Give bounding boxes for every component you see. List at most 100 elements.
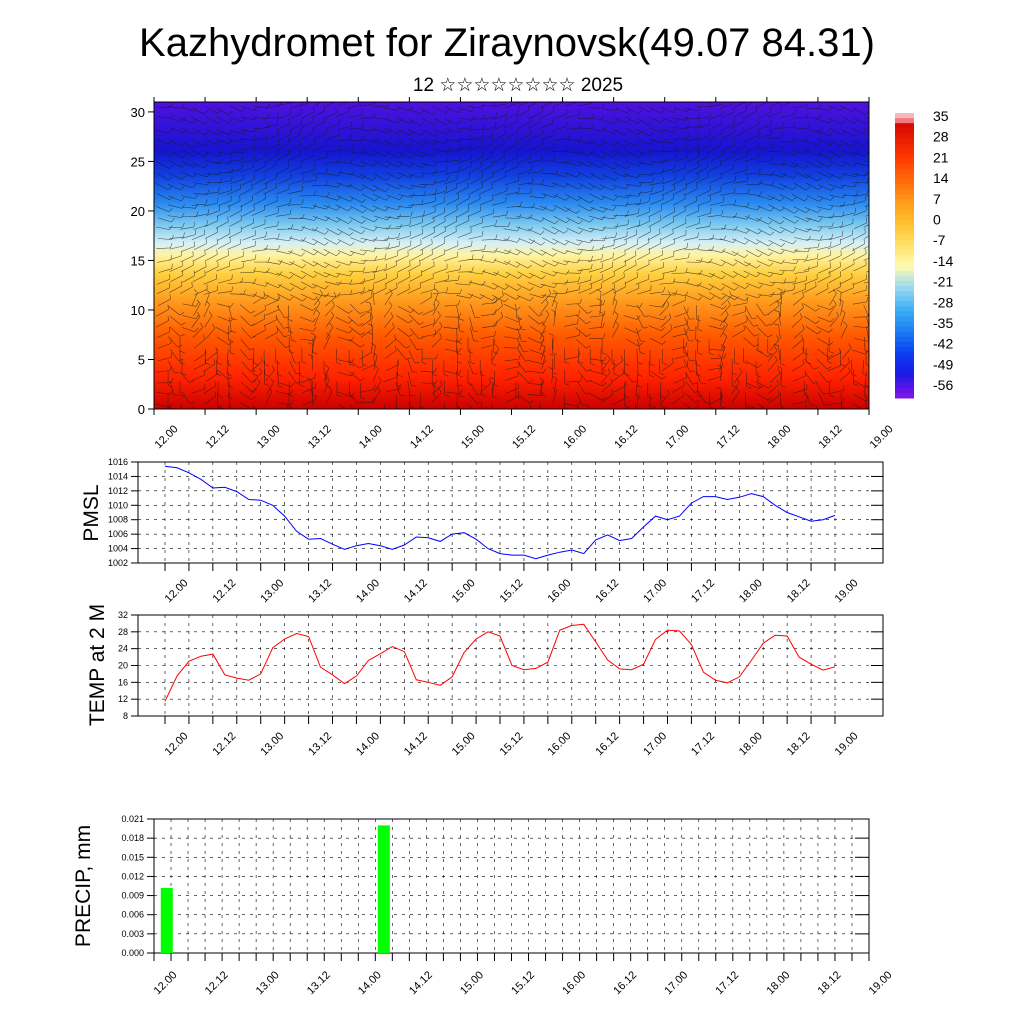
y-tick-label: 1006 <box>108 529 128 539</box>
colorbar-segment <box>895 331 914 338</box>
colorbar-segment <box>895 275 914 282</box>
y-tick-label: 16 <box>118 677 128 687</box>
colorbar-segment <box>895 347 914 353</box>
chart-subtitle: 12 ☆☆☆☆☆☆☆☆ 2025 <box>413 75 623 96</box>
x-tick-label: 18.00 <box>737 730 765 758</box>
y-tick-label: 0.012 <box>121 871 144 881</box>
colorbar-segment <box>895 250 914 256</box>
colorbar-segment <box>895 209 914 216</box>
precip-bar <box>377 825 390 953</box>
precip-axis-label: PRECIP, mm <box>72 825 95 947</box>
pmsl-series-line <box>164 465 836 560</box>
y-tick-label: 0.003 <box>121 929 144 939</box>
x-tick-label: 13.00 <box>254 969 282 997</box>
x-tick-label: 14.12 <box>402 577 430 605</box>
heatmap-x-tick-label: 15.00 <box>459 423 487 451</box>
x-tick-label: 15.12 <box>509 969 537 997</box>
heatmap-y-tick-label: 30 <box>131 105 145 120</box>
colorbar-segment <box>895 265 914 272</box>
y-tick-label: 0.000 <box>121 948 144 958</box>
x-tick-label: 12.12 <box>210 730 238 758</box>
x-tick-label: 18.12 <box>816 969 844 997</box>
heatmap-x-tick-label: 19.00 <box>868 423 896 451</box>
heatmap-x-tick-label: 17.00 <box>663 423 691 451</box>
x-tick-label: 12.00 <box>163 577 191 605</box>
colorbar-label: 21 <box>933 149 949 165</box>
heatmap-x-tick-label: 13.00 <box>255 423 283 451</box>
x-tick-label: 15.00 <box>450 577 478 605</box>
colorbar-label: -21 <box>933 274 953 290</box>
y-tick-label: 0.006 <box>121 910 144 920</box>
x-tick-label: 15.12 <box>498 577 526 605</box>
wind-barb-set <box>155 102 869 409</box>
heatmap-x-tick-label: 17.12 <box>714 423 742 451</box>
y-tick-label: 1002 <box>108 558 128 568</box>
precip-panel: 0.000 0.003 0.006 0.009 0.012 0.015 0.018 0.021… <box>72 814 895 997</box>
colorbar-segment <box>895 179 914 185</box>
colorbar-segment <box>895 291 914 297</box>
colorbar-segment <box>895 113 914 119</box>
x-tick-label: 14.00 <box>356 969 384 997</box>
x-tick-label: 16.12 <box>611 969 639 997</box>
colorbar-segment <box>895 153 914 160</box>
y-tick-label: 24 <box>118 644 128 654</box>
y-tick-label: 1016 <box>108 457 128 467</box>
temp-series-line <box>164 623 836 702</box>
x-tick-label: 14.12 <box>402 730 430 758</box>
x-tick-label: 13.12 <box>306 577 334 605</box>
colorbar-segment <box>895 158 914 165</box>
x-tick-label: 15.12 <box>498 730 526 758</box>
x-tick-label: 14.00 <box>354 730 382 758</box>
y-tick-label: 28 <box>118 627 128 637</box>
x-tick-label: 12.00 <box>152 969 180 997</box>
heatmap-x-tick-label: 16.12 <box>612 423 640 451</box>
colorbar-segment <box>895 199 914 206</box>
heatmap-x-tick-label: 15.12 <box>510 423 538 451</box>
x-tick-label: 17.00 <box>662 969 690 997</box>
colorbar-segment <box>895 148 914 155</box>
x-tick-label: 12.12 <box>203 969 231 997</box>
x-tick-label: 18.12 <box>785 577 813 605</box>
heatmap-y-tick-label: 0 <box>138 402 145 417</box>
colorbar-label: -42 <box>933 336 953 352</box>
colorbar-segment <box>895 392 914 399</box>
colorbar-segment <box>895 194 914 201</box>
heatmap-y-tick-label: 25 <box>131 154 145 169</box>
colorbar-segment <box>895 133 914 139</box>
x-tick-label: 13.00 <box>258 577 286 605</box>
y-tick-label: 1004 <box>108 544 128 554</box>
colorbar-segment <box>895 316 914 323</box>
colorbar-segment <box>895 280 914 287</box>
colorbar-segment <box>895 255 914 262</box>
x-tick-label: 16.12 <box>593 730 621 758</box>
colorbar-label: -14 <box>933 253 953 269</box>
colorbar-segment <box>895 219 914 226</box>
y-tick-label: 1008 <box>108 515 128 525</box>
precip-bar <box>160 887 173 953</box>
colorbar-label: -28 <box>933 294 953 310</box>
x-tick-label: 18.00 <box>737 577 765 605</box>
heatmap-y-axis: 0 5 10 15 20 25 30 <box>131 105 154 417</box>
colorbar-segment <box>895 214 914 221</box>
x-tick-label: 13.00 <box>258 730 286 758</box>
colorbar-segment <box>895 352 914 358</box>
colorbar-segment <box>895 163 914 170</box>
chart-title: Kazhydromet for Ziraynovsk(49.07 84.31) <box>139 21 875 65</box>
colorbar-segment <box>895 382 914 389</box>
colorbar-label: 0 <box>933 212 941 228</box>
heatmap-field <box>154 102 869 409</box>
x-tick-label: 15.00 <box>458 969 486 997</box>
colorbar-segment <box>895 372 914 379</box>
colorbar-segment <box>895 367 914 374</box>
heatmap-y-tick-label: 15 <box>131 253 145 268</box>
colorbar-segment <box>895 143 914 150</box>
colorbar-segment <box>895 138 914 145</box>
heatmap-x-tick-label: 12.00 <box>153 423 181 451</box>
pmsl-panel: 1002 1004 1006 1008 1010 1012 1014 1016 12.00 12… <box>80 457 884 605</box>
pmsl-frame <box>137 461 884 564</box>
colorbar-segment <box>895 168 914 175</box>
x-tick-label: 18.12 <box>785 730 813 758</box>
x-tick-label: 17.00 <box>641 730 669 758</box>
colorbar-segment <box>895 306 914 312</box>
colorbar-segment <box>895 174 914 180</box>
